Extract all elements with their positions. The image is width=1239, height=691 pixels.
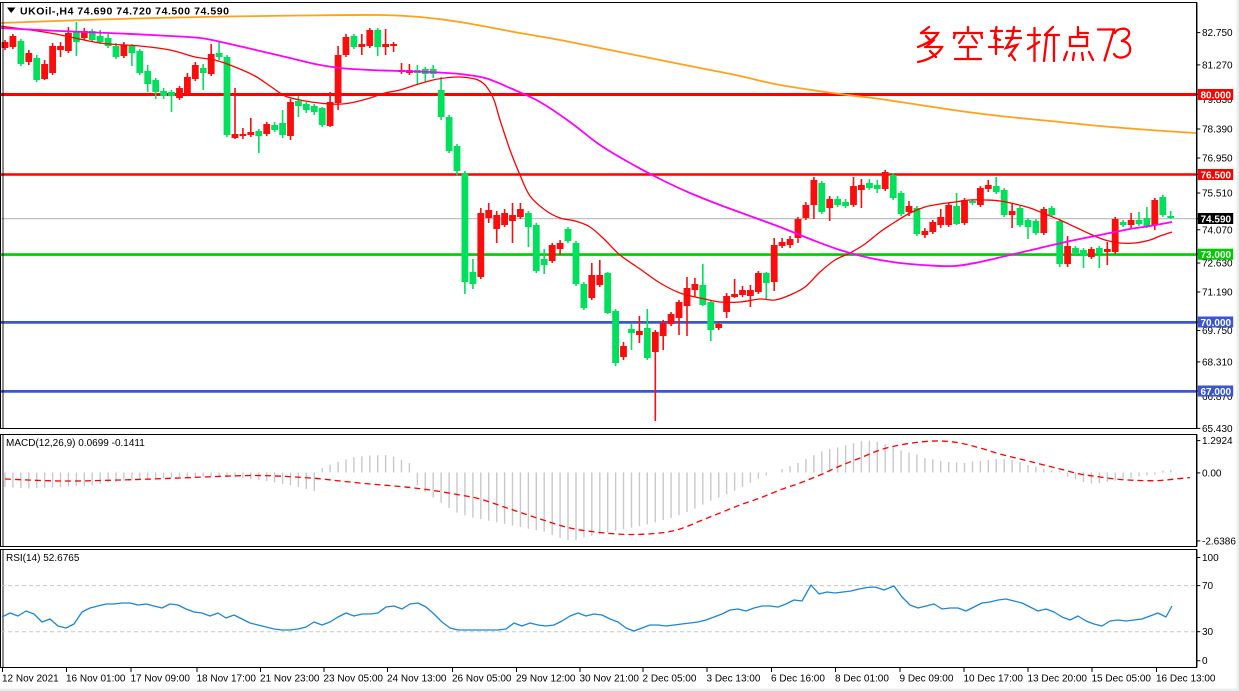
svg-text:30: 30 bbox=[1202, 627, 1214, 638]
svg-text:80.000: 80.000 bbox=[1201, 90, 1232, 101]
svg-text:16 Dec 13:00: 16 Dec 13:00 bbox=[1156, 674, 1216, 685]
svg-text:16 Nov 01:00: 16 Nov 01:00 bbox=[66, 674, 126, 685]
svg-text:73.000: 73.000 bbox=[1201, 250, 1232, 261]
svg-text:67.000: 67.000 bbox=[1201, 387, 1232, 398]
svg-text:MACD(12,26,9) 0.0699 -0.1411: MACD(12,26,9) 0.0699 -0.1411 bbox=[6, 438, 145, 449]
svg-text:79.830: 79.830 bbox=[1202, 95, 1233, 106]
svg-text:23 Nov 05:00: 23 Nov 05:00 bbox=[324, 674, 384, 685]
svg-text:66.870: 66.870 bbox=[1202, 392, 1233, 403]
svg-text:75.510: 75.510 bbox=[1202, 189, 1233, 200]
svg-text:0.00: 0.00 bbox=[1202, 468, 1222, 479]
svg-text:-2.6386: -2.6386 bbox=[1202, 536, 1236, 547]
svg-text:18 Nov 17:00: 18 Nov 17:00 bbox=[197, 674, 257, 685]
svg-text:13 Dec 20:00: 13 Dec 20:00 bbox=[1028, 674, 1088, 685]
svg-text:26 Nov 05:00: 26 Nov 05:00 bbox=[452, 674, 512, 685]
svg-text:29 Nov 12:00: 29 Nov 12:00 bbox=[516, 674, 576, 685]
svg-text:0: 0 bbox=[1202, 656, 1208, 667]
svg-text:17 Nov 09:00: 17 Nov 09:00 bbox=[131, 674, 191, 685]
svg-text:100: 100 bbox=[1202, 553, 1219, 564]
svg-text:3 Dec 13:00: 3 Dec 13:00 bbox=[707, 674, 761, 685]
svg-text:74.590: 74.590 bbox=[1201, 214, 1232, 225]
svg-text:68.310: 68.310 bbox=[1202, 357, 1233, 368]
svg-text:65.430: 65.430 bbox=[1202, 424, 1233, 435]
svg-text:1.2924: 1.2924 bbox=[1202, 436, 1233, 447]
svg-text:82.750: 82.750 bbox=[1202, 28, 1233, 39]
svg-text:69.750: 69.750 bbox=[1202, 326, 1233, 337]
svg-text:UKOil-,H4 74.690 74.720 74.50: UKOil-,H4 74.690 74.720 74.500 74.590 bbox=[20, 6, 229, 18]
svg-text:72.630: 72.630 bbox=[1202, 259, 1233, 270]
svg-text:21 Nov 23:00: 21 Nov 23:00 bbox=[260, 674, 320, 685]
svg-text:RSI(14) 52.6765: RSI(14) 52.6765 bbox=[6, 553, 80, 564]
svg-text:6 Dec 16:00: 6 Dec 16:00 bbox=[771, 674, 825, 685]
svg-text:76.950: 76.950 bbox=[1202, 154, 1233, 165]
svg-text:70.000: 70.000 bbox=[1201, 318, 1232, 329]
svg-text:8 Dec 01:00: 8 Dec 01:00 bbox=[835, 674, 889, 685]
svg-text:70: 70 bbox=[1202, 581, 1214, 592]
svg-text:81.270: 81.270 bbox=[1202, 60, 1233, 71]
svg-text:24 Nov 13:00: 24 Nov 13:00 bbox=[387, 674, 447, 685]
svg-text:2 Dec 05:00: 2 Dec 05:00 bbox=[643, 674, 697, 685]
svg-text:78.390: 78.390 bbox=[1202, 125, 1233, 136]
svg-text:30 Nov 21:00: 30 Nov 21:00 bbox=[580, 674, 640, 685]
svg-text:10 Dec 17:00: 10 Dec 17:00 bbox=[964, 674, 1024, 685]
svg-text:74.070: 74.070 bbox=[1202, 225, 1233, 236]
svg-text:76.500: 76.500 bbox=[1201, 170, 1232, 181]
svg-text:15 Dec 05:00: 15 Dec 05:00 bbox=[1092, 674, 1152, 685]
svg-text:9 Dec 09:00: 9 Dec 09:00 bbox=[900, 674, 954, 685]
svg-text:12 Nov 2021: 12 Nov 2021 bbox=[2, 674, 59, 685]
svg-text:71.190: 71.190 bbox=[1202, 288, 1233, 299]
